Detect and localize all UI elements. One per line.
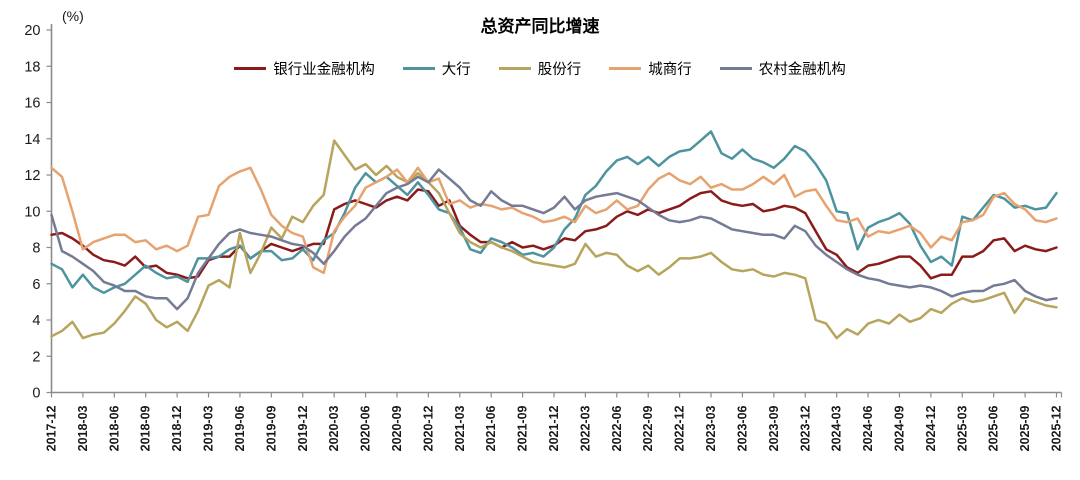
series-line-大行 <box>50 130 1058 295</box>
x-tick-label: 2019-09 <box>264 405 278 451</box>
x-tick-label: 2025-06 <box>987 405 1001 451</box>
series-line-股份行 <box>50 139 1058 340</box>
y-tick-label: 10 <box>24 204 40 220</box>
y-axis-unit-label: (%) <box>62 8 84 24</box>
x-tick-label: 2021-03 <box>453 405 467 451</box>
x-tick-label: 2021-09 <box>516 405 530 451</box>
x-tick-label: 2018-12 <box>170 405 184 451</box>
legend-swatch-icon <box>234 67 267 70</box>
y-tick-label: 12 <box>24 168 40 184</box>
y-tick-label: 2 <box>32 349 40 365</box>
legend-label: 城商行 <box>648 62 692 78</box>
x-tick-label: 2018-03 <box>76 405 90 451</box>
x-tick-label: 2023-06 <box>735 405 749 451</box>
chart-title: 总资产同比增速 <box>480 17 600 36</box>
legend-swatch-icon <box>719 67 752 70</box>
x-tick-label: 2025-03 <box>955 405 969 451</box>
legend-swatch-icon <box>609 67 642 70</box>
y-tick-label: 18 <box>24 59 40 75</box>
x-tick-label: 2025-12 <box>1050 405 1064 451</box>
series-line-农村金融机构 <box>50 168 1058 311</box>
series-line-城商行 <box>50 166 1058 275</box>
y-tick-label: 8 <box>32 241 40 257</box>
x-tick-label: 2018-06 <box>107 405 121 451</box>
legend-item-银行业金融机构[interactable]: 银行业金融机构 <box>234 58 375 79</box>
legend-item-股份行[interactable]: 股份行 <box>498 58 582 79</box>
x-tick-label: 2019-06 <box>233 405 247 451</box>
y-tick-label: 4 <box>32 313 40 329</box>
y-tick-label: 0 <box>32 386 40 402</box>
legend: 银行业金融机构 大行 股份行 城商行 农村金融机构 <box>0 58 1080 79</box>
x-tick-label: 2023-09 <box>767 405 781 451</box>
y-tick-label: 6 <box>32 277 40 293</box>
x-tick-label: 2023-03 <box>704 405 718 451</box>
x-tick-label: 2022-06 <box>610 405 624 451</box>
x-tick-label: 2020-03 <box>327 405 341 451</box>
x-tick-label: 2025-09 <box>1018 405 1032 451</box>
x-tick-label: 2017-12 <box>45 405 59 451</box>
x-tick-label: 2019-03 <box>202 405 216 451</box>
legend-label: 大行 <box>441 62 471 78</box>
legend-item-农村金融机构[interactable]: 农村金融机构 <box>719 58 846 79</box>
y-tick-label: 16 <box>24 96 40 112</box>
x-tick-label: 2021-06 <box>484 405 498 451</box>
x-tick-label: 2024-12 <box>924 405 938 451</box>
x-tick-label: 2022-03 <box>578 405 592 451</box>
y-tick-label: 14 <box>24 132 40 148</box>
x-tick-label: 2019-12 <box>296 405 310 451</box>
x-tick-label: 2024-03 <box>830 405 844 451</box>
legend-label: 银行业金融机构 <box>273 62 375 78</box>
legend-swatch-icon <box>498 67 531 70</box>
x-tick-label: 2020-09 <box>390 405 404 451</box>
x-tick-label: 2024-06 <box>861 405 875 451</box>
legend-item-城商行[interactable]: 城商行 <box>609 58 692 79</box>
x-tick-label: 2022-09 <box>641 405 655 451</box>
legend-swatch-icon <box>402 67 435 70</box>
x-tick-label: 2024-09 <box>892 405 906 451</box>
legend-item-大行[interactable]: 大行 <box>402 58 471 79</box>
legend-label: 农村金融机构 <box>758 62 846 78</box>
y-tick-label: 20 <box>24 23 40 39</box>
x-tick-label: 2020-06 <box>359 405 373 451</box>
x-tick-label: 2022-12 <box>673 405 687 451</box>
x-tick-label: 2021-12 <box>547 405 561 451</box>
x-tick-label: 2020-12 <box>421 405 435 451</box>
x-tick-label: 2023-12 <box>798 405 812 451</box>
legend-label: 股份行 <box>537 62 582 78</box>
x-tick-label: 2018-09 <box>139 405 153 451</box>
